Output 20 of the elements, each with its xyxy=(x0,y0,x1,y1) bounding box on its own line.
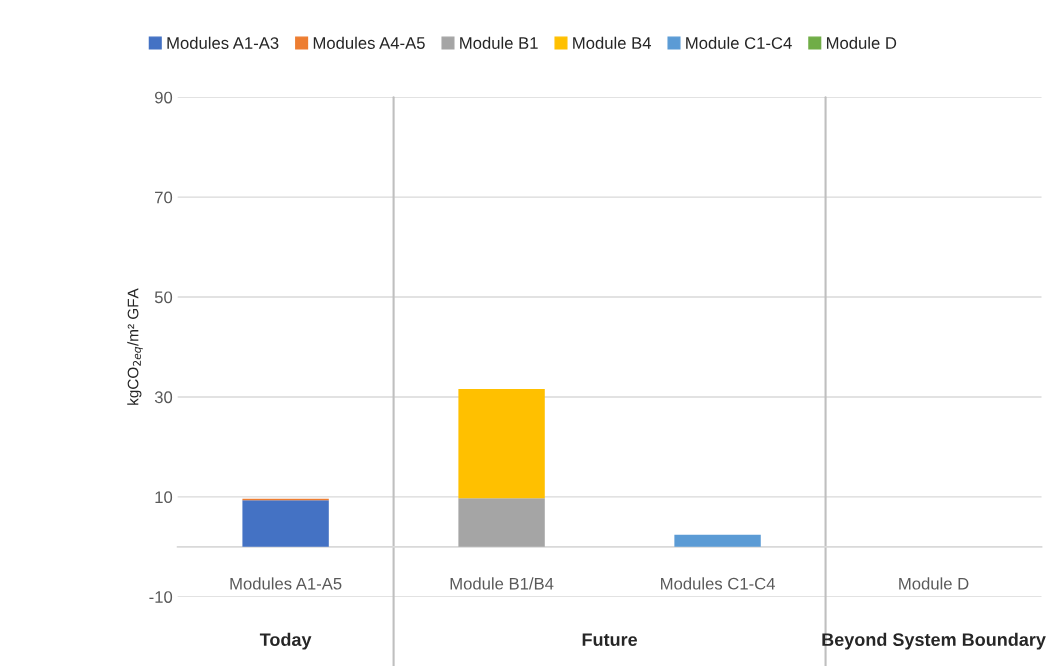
text: Future xyxy=(582,633,638,647)
y-tick-label: 30 xyxy=(154,391,173,404)
x-tick-label: Modules A1-A5 xyxy=(230,577,342,590)
y-tick-label: 70 xyxy=(155,191,173,204)
y-axis-title: kgCO$_{2eq}$/m² GFA xyxy=(127,288,144,405)
y-tick-label: 50 xyxy=(154,291,173,304)
x-tick-label: Module B1/B4 xyxy=(450,577,554,590)
legend-label: Module C1-C4 xyxy=(686,36,792,49)
legend-label: Modules A1-A3 xyxy=(167,36,279,49)
y-tick-label: 90 xyxy=(155,91,173,104)
y-tick-label: -10 xyxy=(149,591,173,603)
legend-label: Module B1 xyxy=(460,36,538,49)
text: Beyond System Boundary xyxy=(822,632,1046,650)
x-tick-label: Module D xyxy=(899,577,969,590)
text: Today xyxy=(259,632,312,650)
x-tick-label: Modules C1-C4 xyxy=(661,577,775,590)
legend-label: Module D xyxy=(826,36,897,49)
legend-label: Modules A4-A5 xyxy=(313,36,425,49)
y-tick-label: 10 xyxy=(155,491,173,504)
legend-label: Module B4 xyxy=(573,36,652,49)
